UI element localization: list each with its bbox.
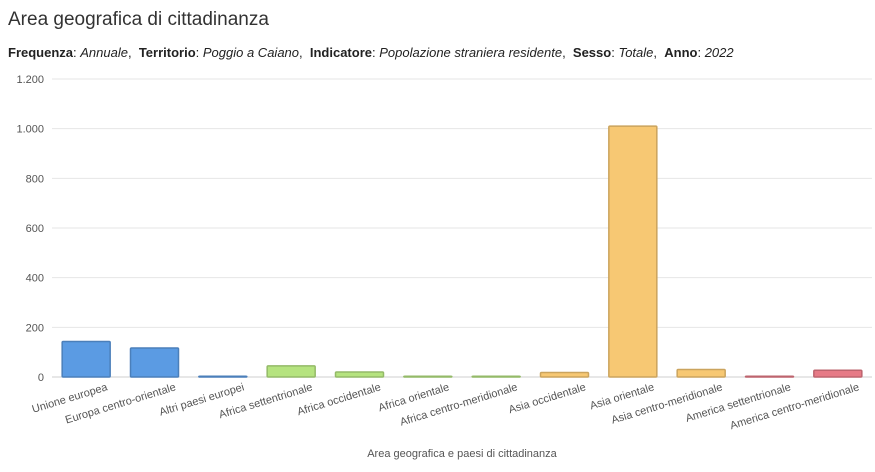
- bar[interactable]: [403, 375, 453, 378]
- filter-value: 2022: [704, 45, 734, 60]
- chart-subtitle-filters: Frequenza: Annuale, Territorio: Poggio a…: [8, 45, 734, 60]
- bar[interactable]: [813, 369, 863, 378]
- filter-value: Poggio a Caiano: [202, 45, 300, 60]
- grid-lines: [52, 78, 872, 378]
- bar[interactable]: [334, 371, 385, 378]
- bar[interactable]: [471, 375, 521, 378]
- y-tick-label: 600: [26, 223, 44, 235]
- bar[interactable]: [61, 340, 111, 378]
- bar[interactable]: [539, 371, 590, 378]
- chart-title: Area geografica di cittadinanza: [8, 9, 269, 30]
- x-axis-label: Area geografica e paesi di cittadinanza: [367, 448, 557, 460]
- bar[interactable]: [608, 125, 658, 378]
- bar[interactable]: [744, 375, 795, 378]
- filter-value: Totale: [618, 45, 654, 60]
- bar[interactable]: [676, 368, 726, 378]
- bars: [61, 125, 863, 378]
- x-tick-label: America centro-meridionale: [729, 381, 861, 432]
- filter-key: Indicatore: [309, 45, 372, 60]
- bar[interactable]: [266, 365, 316, 378]
- y-tick-label: 0: [38, 372, 44, 384]
- filter-value: Annuale: [80, 45, 128, 60]
- y-axis-ticks: 0 200 400 600 800 1.000 1.200: [16, 74, 44, 384]
- filter-key: Territorio: [138, 45, 196, 60]
- y-tick-label: 400: [26, 273, 44, 285]
- filter-key: Frequenza: [8, 45, 74, 60]
- filter-value: Popolazione straniera residente: [379, 45, 563, 60]
- filter-key: Anno: [664, 45, 698, 60]
- y-tick-label: 200: [26, 322, 44, 334]
- bar[interactable]: [198, 375, 248, 378]
- x-tick-label: Asia occidentale: [507, 381, 587, 416]
- y-tick-label: 1.000: [16, 124, 44, 136]
- x-tick-label: Africa centro-meridionale: [399, 381, 519, 428]
- y-tick-label: 1.200: [16, 74, 44, 86]
- filter-key: Sesso: [572, 45, 612, 60]
- y-tick-label: 800: [26, 173, 44, 185]
- bar[interactable]: [129, 347, 180, 378]
